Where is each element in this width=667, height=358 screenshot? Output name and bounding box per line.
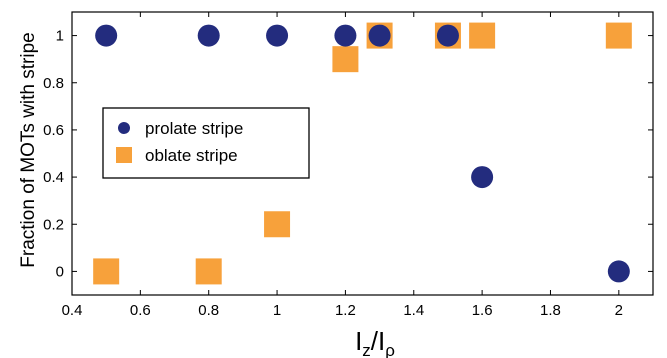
x-tick-label: 1.2: [335, 302, 356, 319]
data-marks: [93, 22, 632, 285]
oblate-square-point: [195, 258, 222, 285]
y-axis-label: Fraction of MOTs with stripe: [18, 32, 39, 267]
y-tick-label: 0.6: [43, 122, 64, 139]
y-tick-label: 0.4: [43, 169, 64, 186]
y-tick-label: 0: [56, 263, 64, 280]
x-tick-label: 0.6: [130, 302, 151, 319]
x-tick-label: 1.4: [403, 302, 424, 319]
prolate-circle-point: [436, 24, 459, 47]
legend: prolate stripe oblate stripe: [102, 107, 310, 179]
x-tick-label: 1.6: [472, 302, 493, 319]
prolate-circle-point: [334, 24, 357, 47]
prolate-circle-point: [95, 24, 118, 47]
oblate-square-point: [332, 46, 359, 73]
x-axis-label-sub-rho: ρ: [385, 341, 395, 358]
x-tick-label: 1: [273, 302, 281, 319]
prolate-circle-point: [266, 24, 289, 47]
legend-oblate-marker: [116, 147, 132, 163]
axes: [71, 11, 654, 296]
x-tick-label: 1.8: [540, 302, 561, 319]
y-tick-label: 0.8: [43, 75, 64, 92]
prolate-circle-point: [607, 260, 630, 283]
x-tick-label: 0.4: [62, 302, 83, 319]
x-axis-label-sub-z: z: [362, 341, 371, 358]
legend-box: [102, 107, 310, 179]
x-axis-label: Iz/Iρ: [355, 326, 395, 358]
x-axis-label-sep: /I: [371, 326, 385, 356]
legend-prolate-marker: [118, 122, 130, 134]
axis-ticks: 0.4 0.6 0.8 1 1.2 1.4 1.6 1.8 2 0 0.2 0.4 0.6 0.8 1: [43, 12, 653, 319]
oblate-square-point: [264, 211, 291, 238]
prolate-circle-point: [368, 24, 391, 47]
oblate-square-point: [605, 22, 632, 49]
x-tick-label: 2: [615, 302, 623, 319]
oblate-square-point: [469, 22, 496, 49]
oblate-square-point: [93, 258, 120, 285]
y-tick-label: 1: [56, 28, 64, 45]
legend-oblate-label: oblate stripe: [145, 146, 238, 165]
y-tick-label: 0.2: [43, 216, 64, 233]
x-tick-label: 0.8: [198, 302, 219, 319]
prolate-circle-point: [197, 24, 220, 47]
legend-prolate-label: prolate stripe: [145, 119, 243, 138]
x-axis-label-main: I: [355, 326, 362, 356]
prolate-circle-point: [471, 166, 494, 189]
plot-frame: [71, 11, 654, 296]
